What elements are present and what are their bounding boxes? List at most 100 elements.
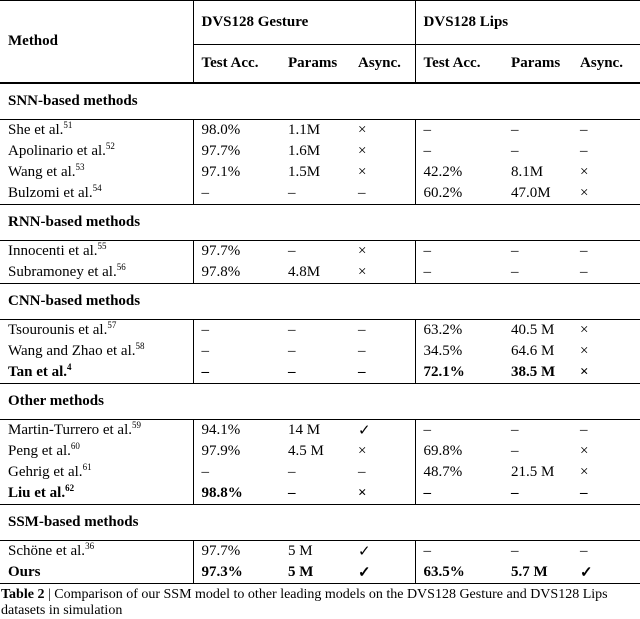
table-body: SNN-based methods She et al.51 98.0% 1.1M × –… [0,82,640,584]
value-cell: – [423,485,432,501]
method-cell: Ours [0,562,194,584]
value-cell: 14 M [288,422,321,438]
value-cell: ✓ [350,419,416,441]
value-cell: – [423,543,432,559]
method-cell: Peng et al.60 [0,441,194,462]
value-cell: 42.2% [423,164,463,180]
value-cell: × [580,164,589,180]
section-row: SNN-based methods [0,82,640,120]
group-header: DVS128 Gesture [193,0,416,45]
method-header: Method [0,0,194,84]
column-header: Test Acc. [415,44,504,84]
column-header: Test Acc. [193,44,280,84]
value-cell: 97.8% [201,264,241,280]
value-cell: – [423,243,432,259]
value-cell: – [288,364,296,380]
value-cell: – [511,485,519,501]
value-cell: 4.8M [288,264,321,280]
value-cell: – [511,422,519,438]
value-cell: ✓ [350,540,416,562]
value-cell: 97.3% [193,562,280,584]
value-cell: – [350,183,416,205]
data-row: Tsourounis et al.57– – –63.2% 40.5 M × [0,319,640,341]
value-cell: × [350,441,416,462]
section-row: SSM-based methods [0,504,640,541]
reference: 62 [65,483,75,493]
value-cell: – [423,422,432,438]
reference: 61 [82,462,92,472]
section-title: RNN-based methods [0,204,640,241]
reference: 58 [135,341,145,351]
subheader-row: Test Acc. Params Async. Test Acc. Params Asyn… [0,44,640,84]
method-cell: Gehrig et al.61 [0,462,194,483]
value-cell: – [201,322,210,338]
method-cell: Tsourounis et al.57 [0,319,194,341]
data-row: Tan et al.4– – –72.1% 38.5 M × [0,362,640,384]
method-name: Wang and Zhao et al. [8,343,136,359]
value-cell: – [288,343,296,359]
value-cell: × [580,185,589,201]
data-row: Wang and Zhao et al.58– – –34.5% 64.6 M × [0,341,640,362]
value-cell: – [580,543,588,559]
value-cell: – [201,343,210,359]
data-row: Schöne et al.36 97.7% 5 M ✓ – – – [0,540,640,562]
value-cell: 4.5 M [288,443,324,459]
value-cell: × [580,322,589,338]
reference: 55 [97,241,107,251]
value-cell: × [350,262,416,284]
value-cell: 98.0% [201,122,241,138]
value-cell: 38.5 M [511,364,556,380]
reference: 51 [63,120,73,130]
value-cell: – [423,264,432,280]
value-cell: 63.5% [415,562,504,584]
method-name: Wang et al. [8,164,76,180]
method-name: Innocenti et al. [8,243,98,259]
section-title: SNN-based methods [0,82,640,120]
reference: 36 [85,541,95,551]
value-cell: 8.1M [511,164,544,180]
value-cell: – [288,322,296,338]
value-cell: 69.8% [423,443,463,459]
value-cell: ✓ [350,562,416,584]
value-cell: 72.1% [423,364,465,380]
caption-label: Table 2 [1,587,45,602]
section-title: Other methods [0,383,640,420]
value-cell: 5 M [280,562,350,584]
method-name: Peng et al. [8,443,71,459]
method-cell: Martin-Turrero et al.59 [0,419,194,441]
data-row: Innocenti et al.55 97.7% – × – – – [0,240,640,262]
value-cell: – [288,485,296,501]
data-row: Apolinario et al.52 97.7% 1.6M × – – – [0,141,640,162]
value-cell: – [580,243,588,259]
value-cell: – [580,143,588,159]
value-cell: – [350,462,416,483]
value-cell: – [580,485,588,501]
value-cell: – [288,464,296,480]
value-cell: × [350,162,416,183]
value-cell: 5.7 M [503,562,573,584]
column-header: Async. [572,44,640,84]
method-cell: Apolinario et al.52 [0,141,194,162]
value-cell: 47.0M [511,185,551,201]
value-cell: – [201,364,210,380]
reference: 54 [92,183,102,193]
value-cell: 97.1% [201,164,241,180]
value-cell: – [511,543,519,559]
data-row: Gehrig et al.61– – –48.7% 21.5 M × [0,462,640,483]
method-name: Martin-Turrero et al. [8,422,132,438]
method-name: Apolinario et al. [8,143,106,159]
value-cell: × [580,443,589,459]
method-name: Subramoney et al. [8,264,117,280]
value-cell: – [350,362,416,384]
reference: 52 [105,141,115,151]
data-row: Peng et al.60 97.9% 4.5 M × 69.8% – × [0,441,640,462]
method-cell: Tan et al.4 [0,362,194,384]
value-cell: – [350,341,416,362]
method-name: Tan et al. [8,364,68,380]
value-cell: ✓ [572,562,640,584]
value-cell: – [511,243,519,259]
value-cell: × [580,364,589,380]
method-cell: Wang et al.53 [0,162,194,183]
caption: Table 2 | Comparison of our SSM model to… [0,584,640,619]
